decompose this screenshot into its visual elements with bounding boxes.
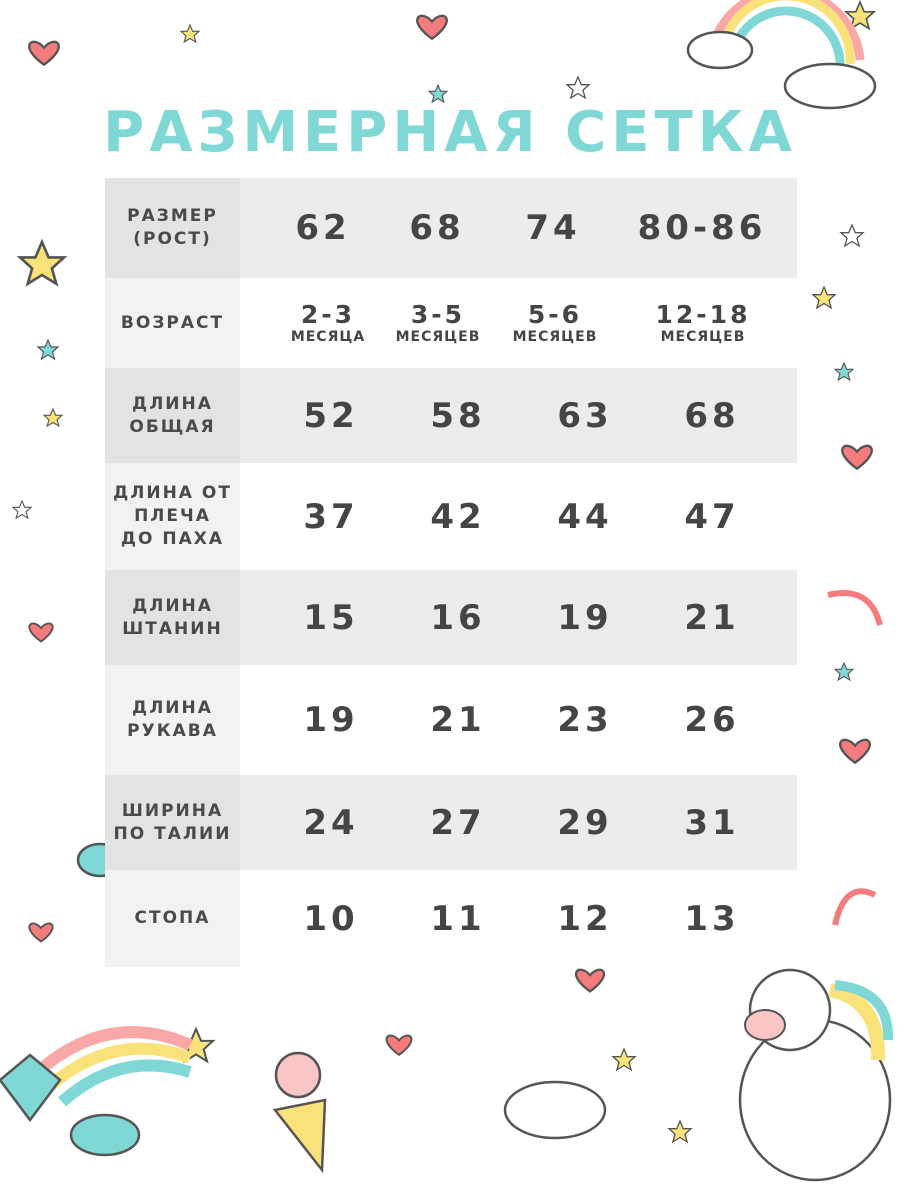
- table-row: ДЛИНА РУКАВА 19 21 23 26: [105, 665, 797, 775]
- cell-value: 21: [430, 700, 486, 740]
- cell-value: 63: [557, 395, 613, 436]
- star-icon: [12, 500, 32, 519]
- ice-cream-icon: [272, 1051, 327, 1174]
- cell-value: 15: [303, 597, 359, 638]
- cell-value: 12-18 МЕСЯЦЕВ: [655, 300, 751, 346]
- table-row: ДЛИНА ШТАНИН 15 16 19 21: [105, 570, 797, 665]
- cell-value: 10: [303, 898, 359, 939]
- star-icon: [834, 362, 854, 381]
- diamond-icon: [0, 1053, 62, 1123]
- cell-value: 47: [684, 496, 740, 537]
- cell-value: 80-86: [637, 208, 767, 248]
- star-icon: [668, 1120, 692, 1143]
- star-icon: [566, 76, 590, 99]
- cell-value: 27: [430, 802, 486, 843]
- star-icon: [180, 24, 200, 43]
- heart-icon: [574, 968, 606, 993]
- row-label: ДЛИНА РУКАВА: [105, 665, 240, 775]
- star-icon: [812, 286, 836, 309]
- row-label: РАЗМЕР (РОСТ): [105, 178, 240, 278]
- cell-value: 58: [430, 395, 486, 436]
- heart-icon: [841, 444, 873, 470]
- cell-value: 68: [409, 208, 465, 248]
- row-label: ДЛИНА ОБЩАЯ: [105, 368, 240, 463]
- cell-value: 19: [557, 597, 613, 638]
- heart-icon: [28, 922, 54, 943]
- table-row-size: РАЗМЕР (РОСТ) 62 68 74 80-86: [105, 178, 797, 278]
- cell-value: 12: [557, 898, 613, 939]
- size-table: РАЗМЕР (РОСТ) 62 68 74 80-86 ВОЗРАСТ 2-3…: [105, 178, 797, 967]
- heart-icon: [385, 1034, 413, 1056]
- cell-value: 52: [303, 395, 359, 436]
- star-icon: [840, 224, 864, 247]
- cloud-icon: [503, 1080, 607, 1140]
- cell-value: 37: [303, 496, 359, 537]
- table-row: ДЛИНА ОТ ПЛЕЧА ДО ПАХА 37 42 44 47: [105, 463, 797, 570]
- row-label: ШИРИНА ПО ТАЛИИ: [105, 775, 240, 870]
- row-label: ВОЗРАСТ: [105, 278, 240, 368]
- cell-value: 16: [430, 597, 486, 638]
- row-label: СТОПА: [105, 870, 240, 967]
- table-row: СТОПА 10 11 12 13: [105, 870, 797, 967]
- cell-value: 2-3 МЕСЯЦА: [290, 300, 366, 346]
- cell-value: 5-6 МЕСЯЦЕВ: [512, 300, 598, 346]
- heart-icon: [839, 738, 871, 764]
- star-icon: [37, 339, 59, 360]
- cell-value: 11: [430, 898, 486, 939]
- rainbow-icon: [686, 0, 877, 110]
- cell-value: 21: [684, 597, 740, 638]
- cell-value: 3-5 МЕСЯЦЕВ: [395, 300, 481, 346]
- cell-value: 42: [430, 496, 486, 537]
- cell-value: 68: [684, 395, 740, 436]
- cell-value: 23: [557, 700, 613, 740]
- cell-value: 29: [557, 802, 613, 843]
- shooting-star-rainbow-icon: [36, 1026, 193, 1107]
- table-row-age: ВОЗРАСТ 2-3 МЕСЯЦА 3-5 МЕСЯЦЕВ 5-6 МЕСЯЦЕВ …: [105, 278, 797, 368]
- star-icon: [43, 408, 63, 427]
- cell-value: 13: [684, 898, 740, 939]
- cell-value: 19: [303, 700, 359, 740]
- star-icon: [834, 662, 854, 681]
- cell-value: 74: [525, 208, 581, 248]
- cell-value: 26: [684, 700, 740, 740]
- star-icon: [18, 240, 66, 286]
- heart-icon: [28, 622, 54, 643]
- table-row: ШИРИНА ПО ТАЛИИ 24 27 29 31: [105, 775, 797, 870]
- row-label: ДЛИНА ШТАНИН: [105, 570, 240, 665]
- table-row: ДЛИНА ОБЩАЯ 52 58 63 68: [105, 368, 797, 463]
- cell-value: 62: [295, 208, 351, 248]
- candy-cane-icon: [827, 590, 883, 926]
- unicorn-icon: [738, 968, 894, 1182]
- heart-icon: [28, 40, 60, 66]
- page-title: РАЗМЕРНАЯ СЕТКА: [103, 100, 797, 165]
- macaron-icon: [69, 1113, 141, 1157]
- cell-value: 31: [684, 802, 740, 843]
- cell-value: 44: [557, 496, 613, 537]
- heart-icon: [416, 14, 448, 40]
- row-label: ДЛИНА ОТ ПЛЕЧА ДО ПАХА: [105, 463, 240, 570]
- star-icon: [612, 1048, 636, 1071]
- cell-value: 24: [303, 802, 359, 843]
